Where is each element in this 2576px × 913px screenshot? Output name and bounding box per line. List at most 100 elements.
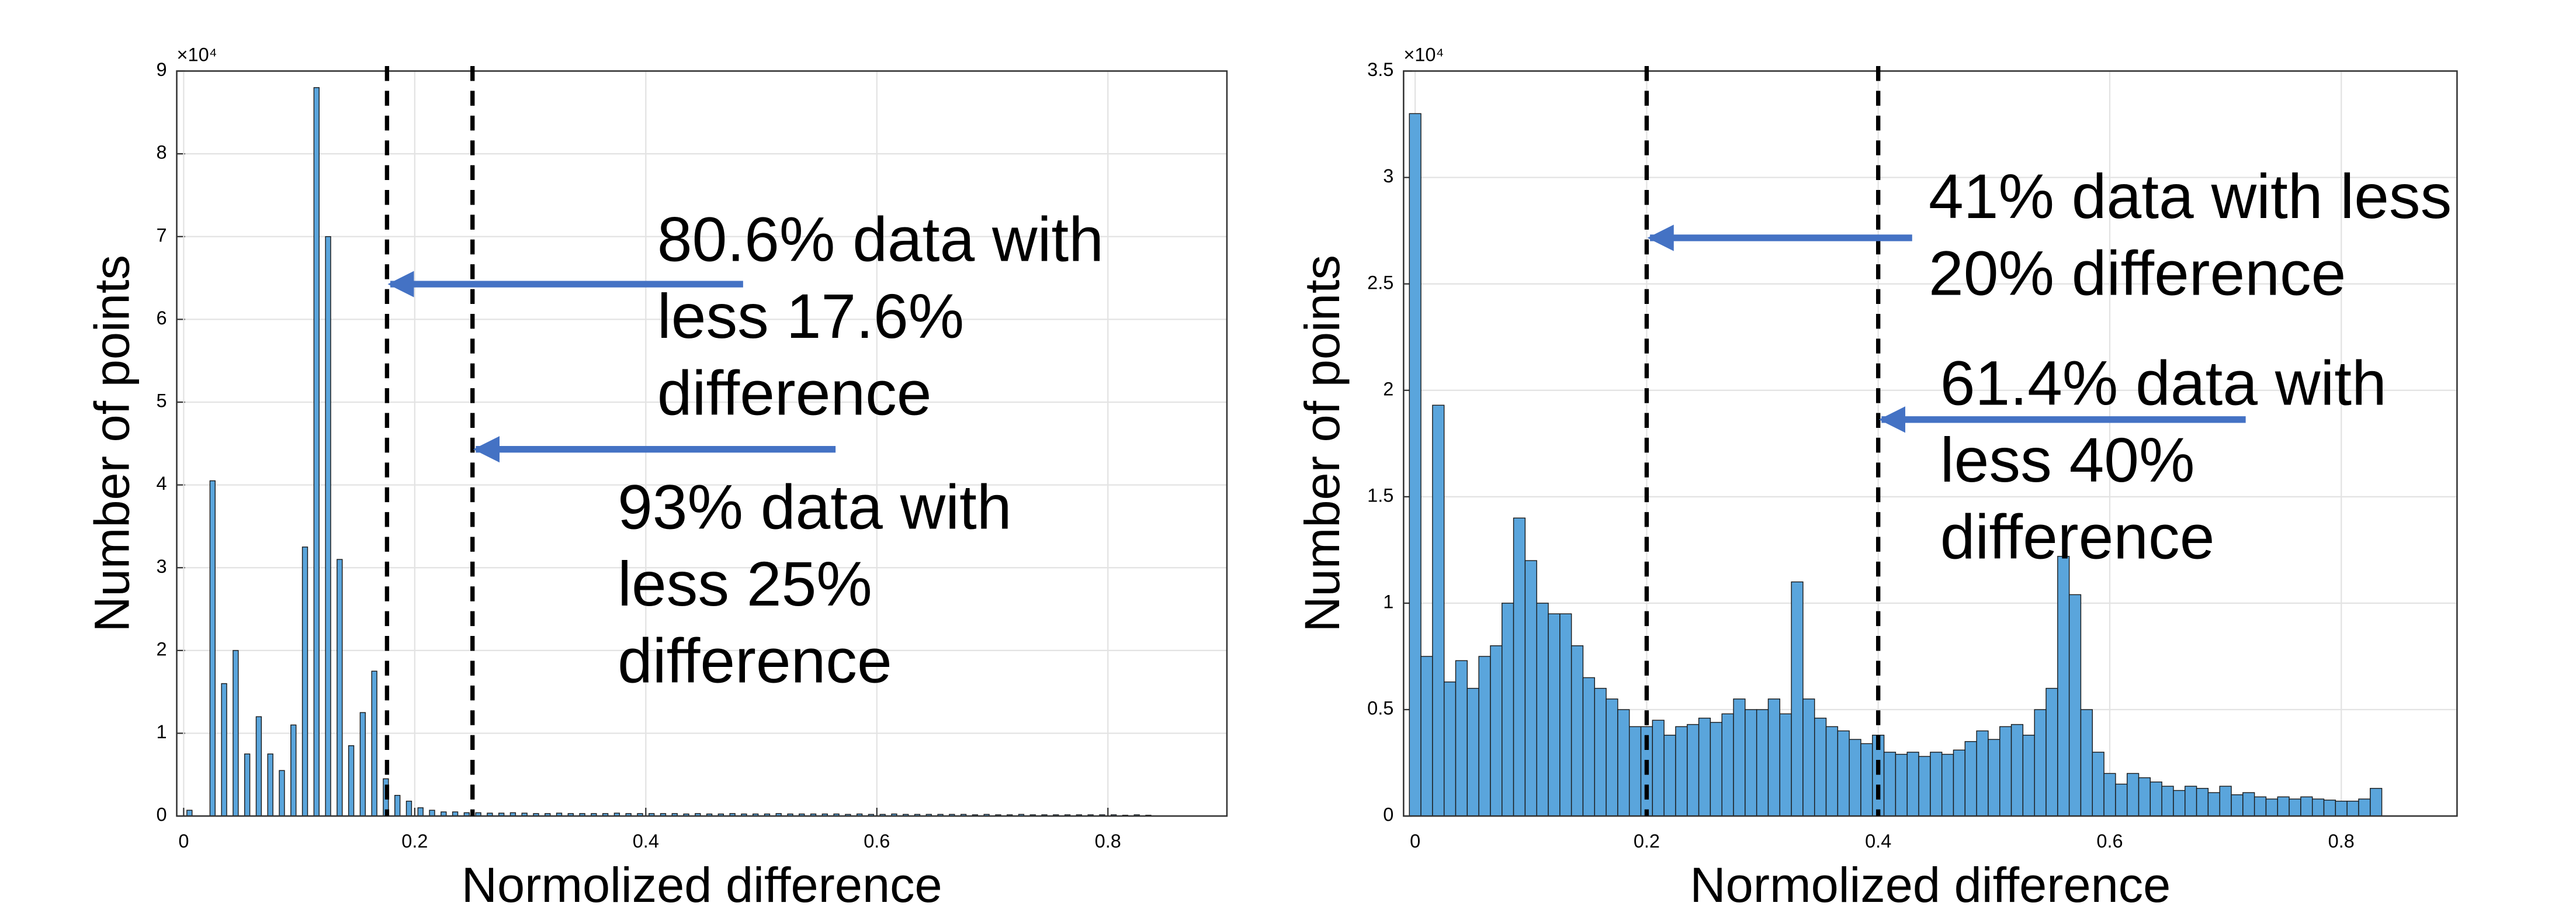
bar <box>394 794 401 817</box>
y-exponent: ×10⁴ <box>177 44 217 65</box>
bar <box>1710 722 1722 817</box>
bar <box>1628 726 1642 817</box>
bar <box>2242 792 2255 817</box>
y-tick-label: 3 <box>156 556 167 577</box>
bar <box>1617 709 1630 817</box>
bar <box>2219 786 2232 817</box>
bar <box>1490 645 1503 817</box>
bar <box>1502 603 1514 817</box>
y-axis-label: Number of points <box>1294 255 1350 632</box>
y-tick-label: 1 <box>156 721 167 742</box>
bar <box>1733 698 1746 817</box>
bar <box>2253 796 2267 817</box>
bar <box>1756 709 1769 817</box>
y-tick-label: 6 <box>156 307 167 328</box>
bar <box>1455 660 1468 817</box>
bar <box>2335 800 2348 817</box>
bar <box>371 670 377 817</box>
annotation-text: 93% data with <box>618 472 1012 542</box>
bar <box>2289 798 2301 817</box>
annotation-text: 61.4% data with <box>1940 348 2387 419</box>
bar <box>1687 724 1700 817</box>
x-tick-label: 0.8 <box>1095 831 1121 852</box>
bar <box>2185 786 2197 817</box>
x-tick-label: 0.2 <box>401 831 428 852</box>
bar <box>2126 773 2140 817</box>
bar <box>1420 656 1433 817</box>
bar <box>1930 752 1943 817</box>
x-tick-label: 0.8 <box>2328 831 2355 852</box>
bar <box>209 480 216 817</box>
axes-box <box>176 70 1228 817</box>
bar <box>2045 687 2058 817</box>
bar <box>1478 656 1491 817</box>
annotation-text: 20% difference <box>1929 238 2346 309</box>
y-tick-label: 9 <box>156 59 167 80</box>
y-axis-label: Number of points <box>84 255 139 632</box>
bar <box>1964 741 1977 817</box>
bar <box>279 770 285 817</box>
bar <box>2010 724 2024 817</box>
bar <box>2277 796 2290 817</box>
bar <box>2370 788 2383 817</box>
bar <box>2358 798 2371 817</box>
bar <box>2300 796 2313 817</box>
bar <box>2115 783 2128 817</box>
bar <box>186 810 193 817</box>
y-tick-label: 3 <box>1383 165 1393 186</box>
bar <box>2231 794 2244 817</box>
bar <box>2034 709 2047 817</box>
bar <box>1953 749 1966 817</box>
x-tick-label: 0.6 <box>864 831 890 852</box>
bar <box>1559 613 1572 817</box>
bar <box>1941 753 1954 817</box>
bar <box>1570 645 1584 817</box>
annotation-text: 80.6% data with <box>657 205 1104 275</box>
annotation-text: difference <box>657 358 932 428</box>
bar <box>1443 681 1457 817</box>
bar <box>1745 709 1757 817</box>
x-tick-label: 0.4 <box>633 831 659 852</box>
bar <box>1548 613 1561 817</box>
bar <box>2057 556 2070 817</box>
annotation-text: difference <box>618 625 892 696</box>
bar <box>2068 594 2082 817</box>
bar <box>1895 753 1908 817</box>
bar <box>417 807 424 817</box>
bar <box>2080 709 2093 817</box>
y-tick-label: 5 <box>156 390 167 411</box>
bar <box>1513 517 1526 817</box>
bar <box>1999 726 2012 817</box>
y-tick-label: 1 <box>1383 592 1393 613</box>
bar <box>2323 800 2336 817</box>
bar <box>1606 698 1618 817</box>
bar <box>255 716 262 817</box>
axes-box <box>1403 70 2458 817</box>
y-tick-label: 2 <box>1383 378 1393 399</box>
x-tick-label: 0.2 <box>1634 831 1660 852</box>
bar <box>429 810 435 817</box>
y-tick-label: 0.5 <box>1367 698 1393 719</box>
x-axis-label: Normolized difference <box>462 857 942 912</box>
y-tick-label: 3.5 <box>1367 59 1393 80</box>
bar <box>2103 773 2116 817</box>
bar <box>2196 788 2209 817</box>
bar <box>2265 798 2278 817</box>
bar <box>233 650 239 817</box>
bar <box>1466 687 1479 817</box>
y-tick-label: 2 <box>156 638 167 659</box>
annotation-text: less 25% <box>618 549 872 619</box>
y-tick-label: 1.5 <box>1367 485 1393 506</box>
bar <box>1594 687 1607 817</box>
bar <box>301 547 308 817</box>
annotation-text: less 40% <box>1940 425 2195 495</box>
bar <box>1814 717 1827 817</box>
bar <box>1409 113 1422 817</box>
bar <box>1883 752 1897 817</box>
bar <box>1906 752 1919 817</box>
bar <box>2138 777 2151 817</box>
bar <box>1663 735 1676 817</box>
bar <box>337 559 343 817</box>
bar <box>313 87 320 817</box>
